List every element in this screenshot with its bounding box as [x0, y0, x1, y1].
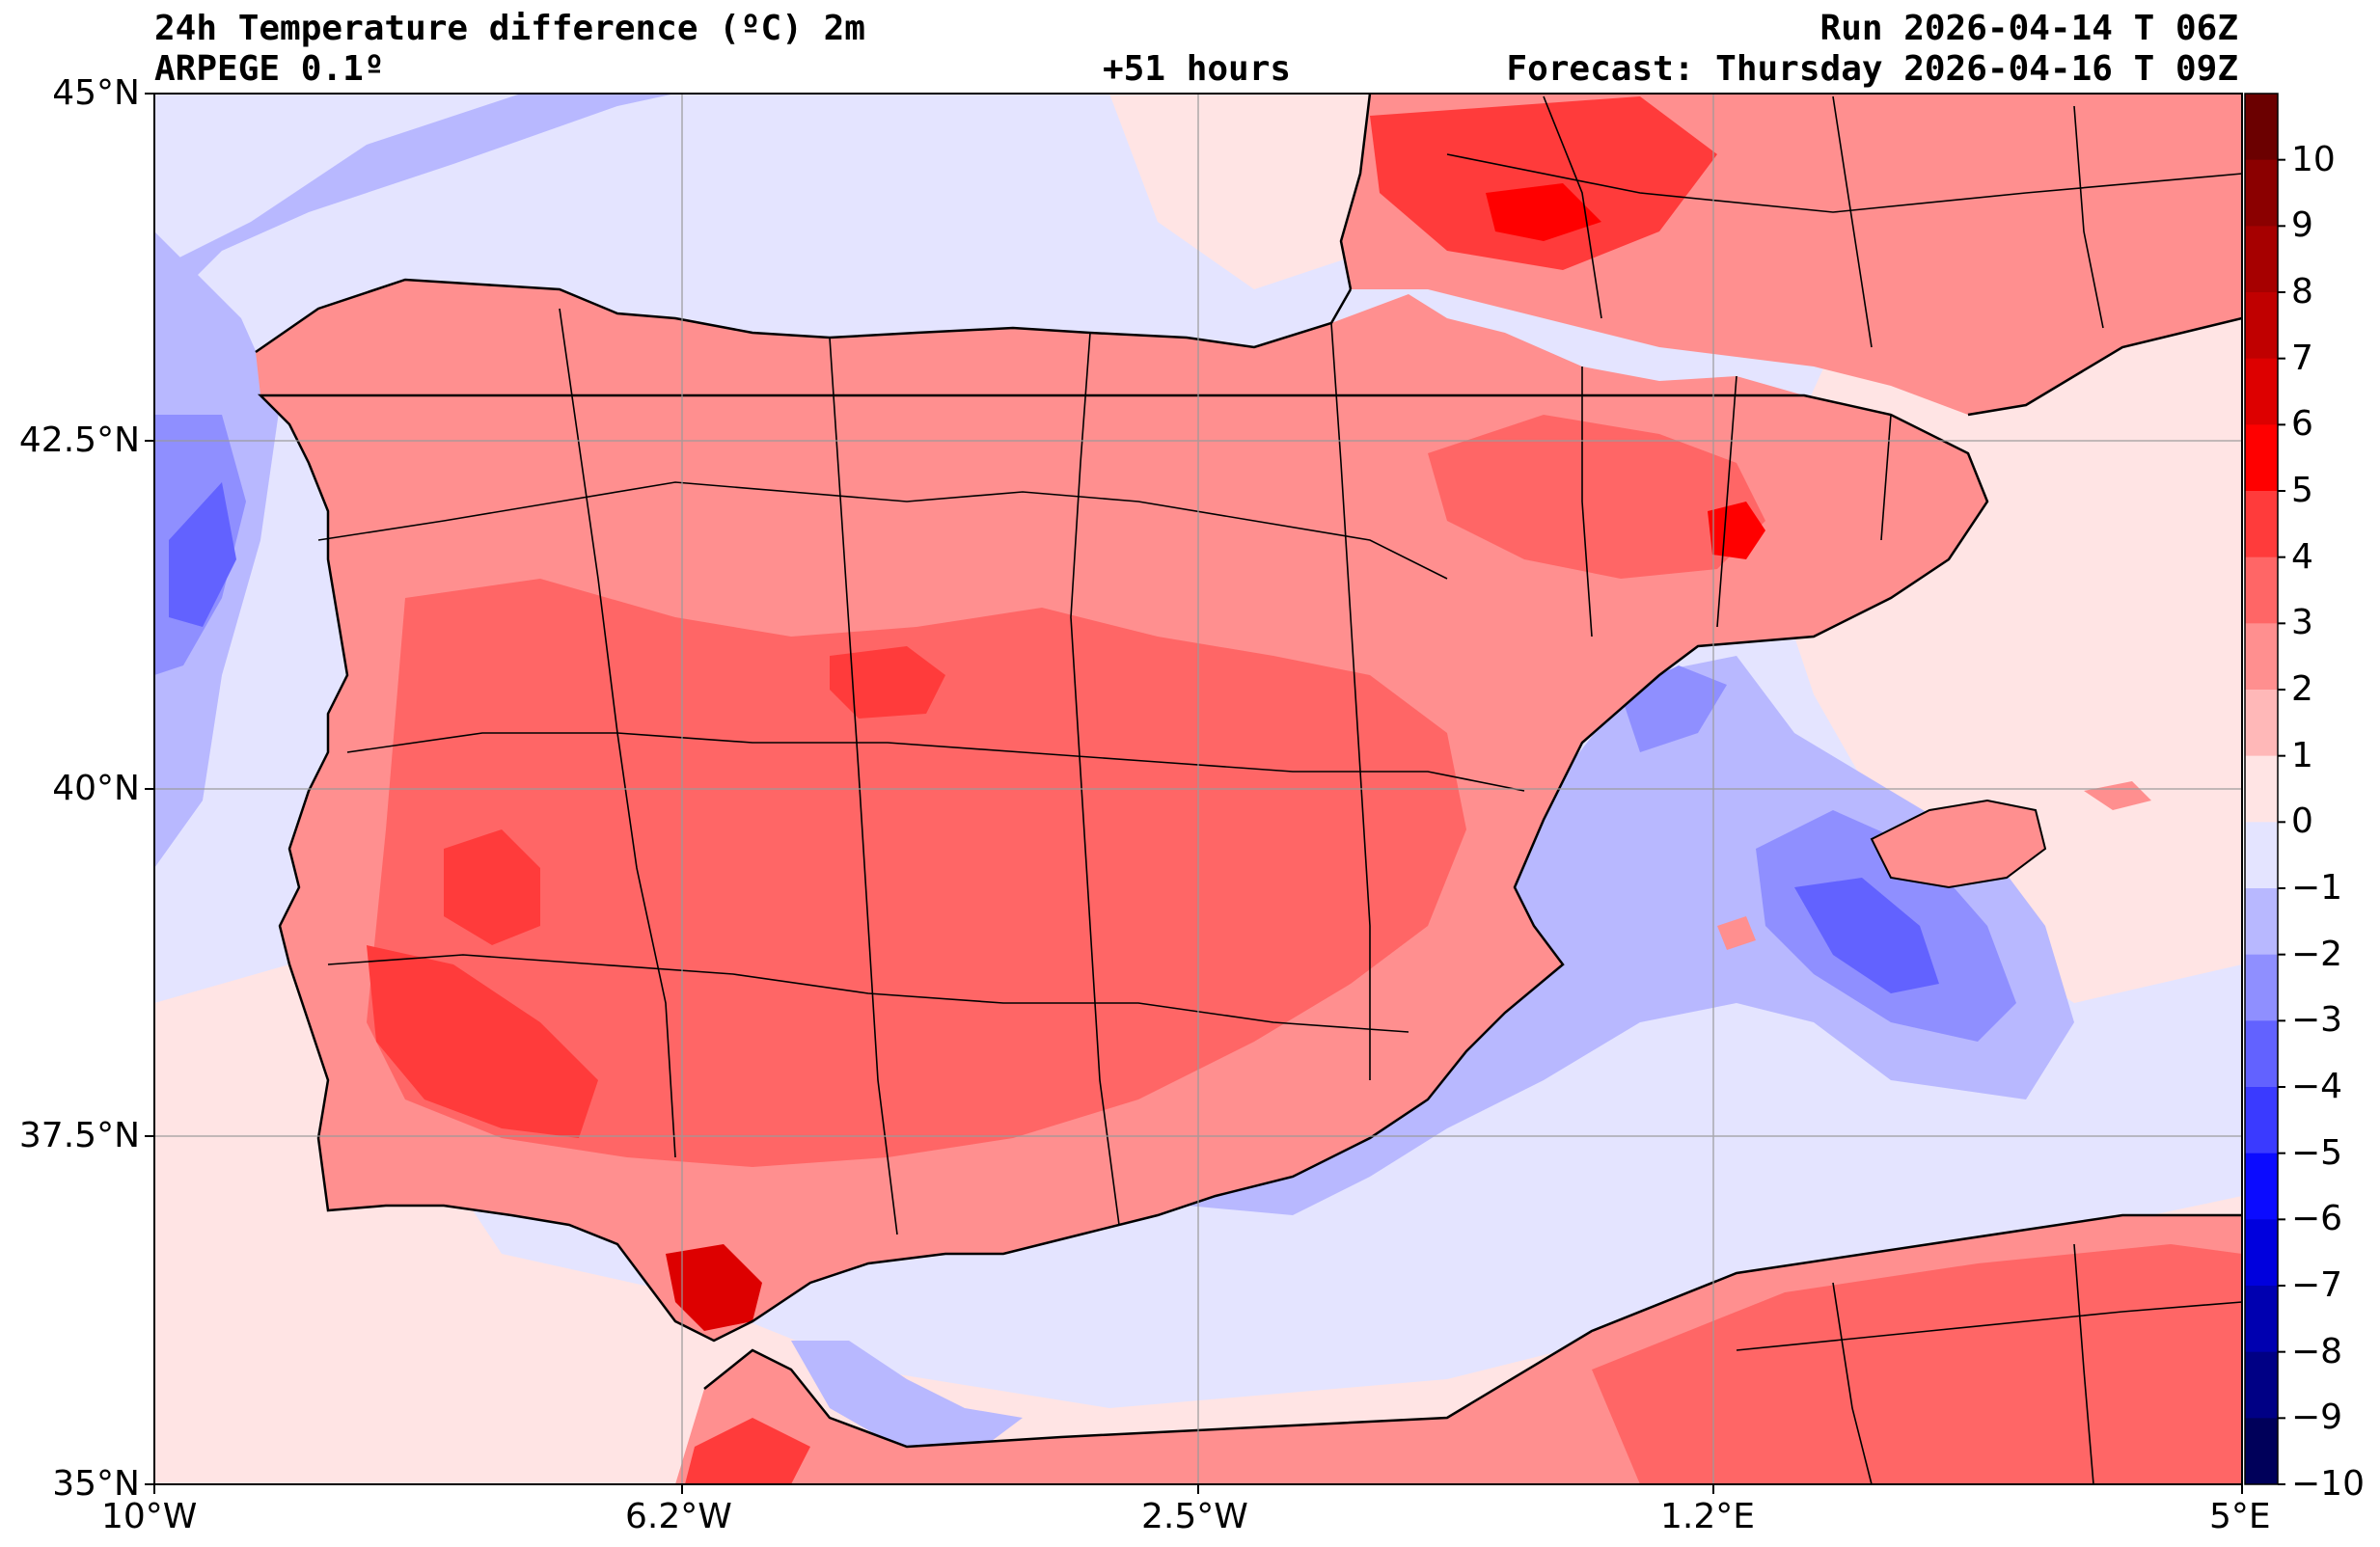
colorbar-label: −4: [2291, 1067, 2343, 1106]
colorbar-bin: [2245, 292, 2278, 360]
colorbar-bin: [2245, 1020, 2278, 1088]
colorbar-label: 1: [2291, 735, 2313, 775]
colorbar-bin: [2245, 690, 2278, 757]
ibiza: [1717, 916, 1756, 950]
colorbar-bin: [2245, 491, 2278, 558]
colorbar-bin: [2245, 556, 2278, 624]
colorbar-label: −2: [2291, 934, 2343, 974]
lon-tick-label: 2.5°W: [1141, 1497, 1248, 1536]
colorbar-bin: [2245, 1286, 2278, 1353]
province-borders: [317, 95, 2242, 1484]
colorbar-label: 0: [2291, 801, 2313, 842]
lat-tick-label: 35°N: [52, 1464, 140, 1504]
colorbar-label: −5: [2291, 1132, 2343, 1173]
lat-tick-label: 37.5°N: [18, 1116, 140, 1155]
colorbar-label: 8: [2291, 272, 2313, 312]
colorbar-bin: [2245, 358, 2278, 425]
colorbar-bin: [2245, 159, 2278, 227]
map-panel: [154, 94, 2242, 1484]
lat-tick-label: 42.5°N: [18, 421, 140, 460]
colorbar-label: 4: [2291, 536, 2313, 577]
lon-tick-label: 10°W: [101, 1497, 198, 1536]
colorbar-frame: [2244, 93, 2279, 1485]
colorbar-label: −7: [2291, 1265, 2343, 1305]
lon-tick-label: 5°E: [2209, 1497, 2271, 1536]
mallorca-coastline: [1870, 799, 2047, 889]
colorbar-bin: [2245, 424, 2278, 492]
morocco-warm: [685, 1418, 810, 1484]
med-cold-core2: [1794, 878, 1939, 993]
alboran-cold: [791, 1341, 1023, 1447]
colorbar-bin: [2245, 1351, 2278, 1419]
colorbar-bin: [2245, 888, 2278, 956]
model-name: ARPEGE 0.1º: [154, 49, 385, 89]
forecast-valid-time: Forecast: Thursday 2026-04-16 T 09Z: [1506, 49, 2238, 89]
lat-tick-label: 40°N: [52, 769, 140, 808]
lead-time: +51 hours: [1103, 49, 1292, 89]
andalucia-warm: [367, 945, 598, 1138]
lat-tick-label: 45°N: [52, 73, 140, 113]
colorbar-bin: [2245, 1219, 2278, 1287]
run-info: Run 2026-04-14 T 06Z: [1819, 9, 2238, 48]
colorbar-label: −8: [2291, 1331, 2343, 1371]
colorbar-label: −6: [2291, 1199, 2343, 1239]
atlantic-cold-core2: [169, 482, 236, 627]
colorbar-bin: [2245, 822, 2278, 889]
africa-coastline: [703, 1213, 2242, 1449]
colorbar-label: 10: [2291, 139, 2336, 179]
atlantic-cold-band: [154, 94, 675, 318]
colorbar: [2244, 93, 2285, 1485]
colorbar-label: 3: [2291, 603, 2313, 643]
colorbar-bin: [2245, 226, 2278, 293]
mallorca: [1872, 801, 2045, 887]
lon-tick-label: 1.2°E: [1660, 1497, 1755, 1536]
extremadura-hot: [444, 829, 540, 945]
colorbar-bin: [2245, 94, 2278, 161]
colorbar-label: −3: [2291, 1000, 2343, 1041]
ebro-warm: [1428, 415, 1765, 579]
colorbar-label: 2: [2291, 669, 2313, 709]
colorbar-label: −10: [2291, 1464, 2365, 1504]
cadiz-hot: [666, 1244, 762, 1331]
colorbar-label: 6: [2291, 404, 2313, 445]
gridlines: [154, 94, 2242, 1484]
colorbar-label: 5: [2291, 471, 2313, 510]
lerida-hot: [1708, 502, 1765, 559]
france-hot: [1370, 96, 1717, 270]
colorbar-label: 7: [2291, 338, 2313, 378]
colorbar-bin: [2245, 1087, 2278, 1154]
colorbar-label: 9: [2291, 205, 2313, 246]
iberia-coastline: [255, 278, 1989, 1343]
lon-tick-label: 6.2°W: [625, 1497, 732, 1536]
france-hot2: [1486, 183, 1601, 241]
map-title: 24h Temperature difference (ºC) 2m: [154, 9, 865, 48]
colorbar-label: −1: [2291, 868, 2343, 908]
colorbar-bin: [2245, 623, 2278, 691]
meseta-warm: [367, 579, 1466, 1167]
colorbar-bin: [2245, 1153, 2278, 1220]
colorbar-bin: [2245, 1418, 2278, 1485]
colorbar-bin: [2245, 954, 2278, 1021]
colorbar-bin: [2245, 755, 2278, 823]
colorbar-label: −9: [2291, 1398, 2343, 1438]
center-hot: [830, 646, 945, 719]
france-coastline: [1339, 94, 2242, 417]
axis-tick-marks: [145, 93, 2243, 1494]
